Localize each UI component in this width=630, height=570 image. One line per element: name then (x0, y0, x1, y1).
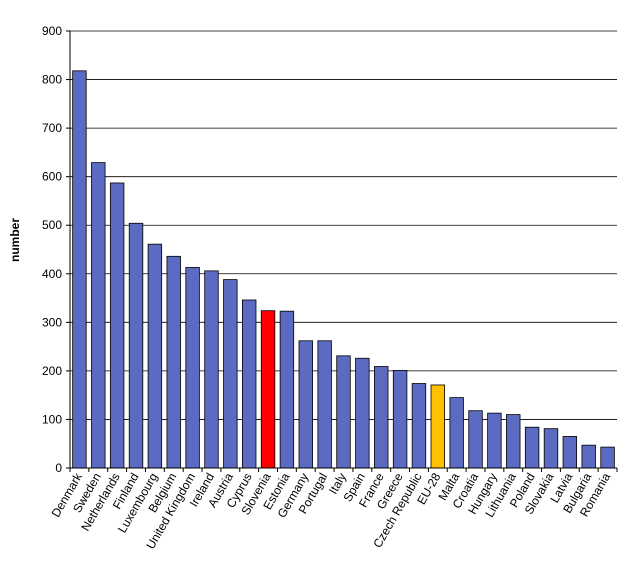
bar-italy (336, 355, 351, 469)
y-tick-label: 100 (42, 412, 62, 426)
bar-austria (223, 279, 238, 469)
bar-portugal (317, 340, 332, 469)
y-tick-label: 300 (42, 315, 62, 329)
bar-hungary (487, 412, 502, 469)
bar-poland (524, 426, 540, 469)
bar-slovenia (260, 310, 276, 469)
y-tick-label: 700 (42, 121, 62, 135)
y-tick-label: 800 (42, 73, 62, 87)
bars-group (72, 70, 615, 469)
y-tick-label: 500 (42, 218, 62, 232)
bar-finland (128, 222, 144, 469)
bar-latvia (562, 436, 578, 469)
bar-united-kingdom (185, 267, 200, 469)
bar-estonia (279, 310, 295, 469)
y-tick-label: 400 (42, 267, 62, 281)
x-tick-labels: DenmarkSwedenNetherlandsFinlandLuxembour… (49, 470, 614, 552)
bar-eu-28 (430, 384, 445, 469)
bar-bulgaria (581, 444, 596, 469)
bar-denmark (72, 70, 87, 469)
y-tick-labels: 0 100 200 300 400 500 600 700 800 900 (42, 24, 62, 475)
bar-romania (600, 446, 615, 469)
bar-cyprus (241, 299, 257, 469)
bar-greece (392, 369, 408, 469)
y-tick-label: 200 (42, 364, 62, 378)
bar-spain (355, 357, 370, 469)
y-tick-label: 600 (42, 170, 62, 184)
bar-croatia (468, 410, 483, 469)
bar-slovakia (543, 428, 559, 469)
bar-lithuania (506, 414, 521, 469)
bar-france (374, 366, 389, 469)
bar-netherlands (109, 182, 125, 469)
bar-ireland (204, 270, 219, 469)
y-axis-title: number (8, 218, 22, 262)
y-tick-label: 900 (42, 24, 62, 38)
bar-luxembourg (147, 243, 163, 469)
bar-belgium (166, 255, 181, 469)
bar-czech-republic (411, 383, 427, 469)
bar-germany (298, 340, 313, 469)
y-tick-label: 0 (55, 461, 62, 475)
bar-sweden (91, 162, 106, 469)
bar-malta (449, 397, 464, 469)
axes (66, 30, 618, 472)
